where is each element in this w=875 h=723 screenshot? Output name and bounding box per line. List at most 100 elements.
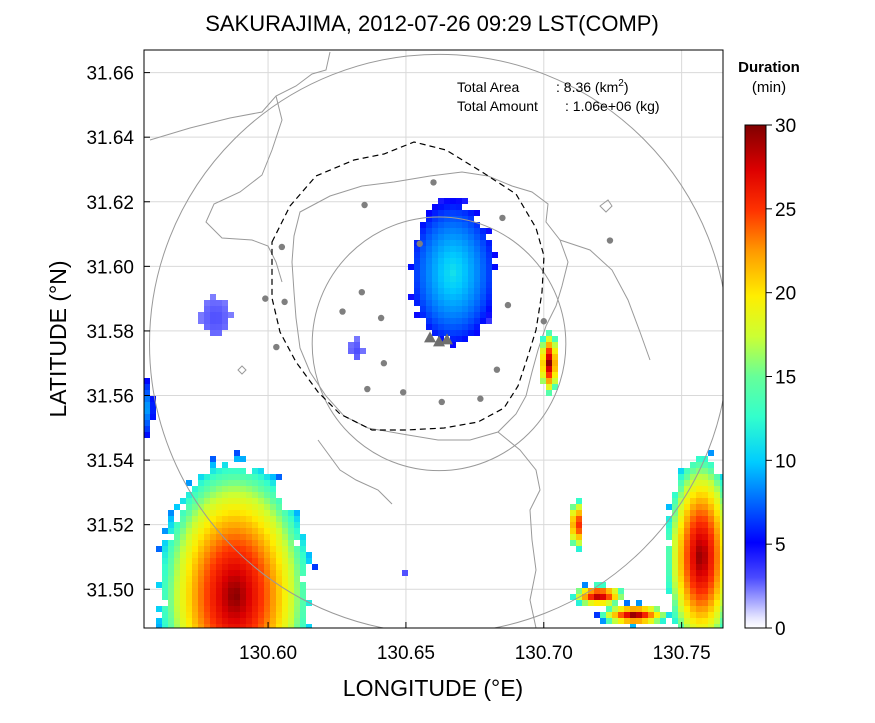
echo-pixel bbox=[282, 558, 288, 564]
echo-pixel bbox=[222, 534, 228, 540]
echo-pixel bbox=[240, 474, 246, 480]
echo-pixel bbox=[252, 468, 258, 474]
echo-pixel bbox=[456, 240, 462, 246]
echo-pixel bbox=[726, 492, 732, 498]
echo-pixel bbox=[432, 282, 438, 288]
echo-pixel bbox=[216, 702, 222, 708]
echo-pixel bbox=[282, 600, 288, 606]
echo-pixel bbox=[270, 498, 276, 504]
echo-pixel bbox=[264, 480, 270, 486]
echo-pixel bbox=[678, 540, 684, 546]
echo-pixel bbox=[252, 702, 258, 708]
echo-pixel bbox=[252, 522, 258, 528]
echo-pixel bbox=[300, 588, 306, 594]
echo-pixel bbox=[210, 552, 216, 558]
echo-pixel bbox=[288, 534, 294, 540]
echo-pixel bbox=[480, 252, 486, 258]
echo-pixel bbox=[234, 708, 240, 714]
echo-pixel bbox=[162, 624, 168, 628]
echo-pixel bbox=[678, 498, 684, 504]
echo-pixel bbox=[708, 606, 714, 612]
echo-pixel bbox=[276, 714, 282, 720]
echo-pixel bbox=[204, 558, 210, 564]
echo-pixel bbox=[162, 612, 168, 618]
echo-pixel bbox=[258, 636, 264, 642]
echo-pixel bbox=[678, 528, 684, 534]
echo-pixel bbox=[246, 564, 252, 570]
echo-pixel bbox=[246, 666, 252, 672]
echo-pixel bbox=[198, 546, 204, 552]
echo-pixel bbox=[684, 474, 690, 480]
echo-pixel bbox=[450, 240, 456, 246]
echo-pixel bbox=[228, 660, 234, 666]
echo-pixel bbox=[474, 246, 480, 252]
echo-pixel bbox=[672, 564, 678, 570]
echo-pixel bbox=[684, 492, 690, 498]
echo-pixel bbox=[648, 618, 654, 624]
echo-pixel bbox=[264, 624, 270, 628]
echo-pixel bbox=[294, 588, 300, 594]
echo-pixel bbox=[726, 516, 732, 522]
echo-pixel bbox=[552, 378, 558, 384]
total-area-unit-sup: 2 bbox=[618, 78, 624, 89]
echo-pixel bbox=[258, 678, 264, 684]
echo-pixel bbox=[258, 624, 264, 628]
echo-pixel bbox=[228, 594, 234, 600]
echo-pixel bbox=[270, 636, 276, 642]
echo-pixel bbox=[162, 654, 168, 660]
echo-pixel bbox=[300, 612, 306, 618]
echo-pixel bbox=[576, 504, 582, 510]
echo-pixel bbox=[240, 684, 246, 690]
echo-pixel bbox=[294, 666, 300, 672]
echo-pixel bbox=[168, 522, 174, 528]
echo-pixel bbox=[282, 678, 288, 684]
echo-pixel bbox=[180, 660, 186, 666]
echo-pixel bbox=[198, 588, 204, 594]
echo-pixel bbox=[216, 648, 222, 654]
echo-pixel bbox=[198, 576, 204, 582]
echo-pixel bbox=[198, 516, 204, 522]
echo-pixel bbox=[288, 564, 294, 570]
echo-pixel bbox=[174, 540, 180, 546]
echo-pixel bbox=[438, 222, 444, 228]
echo-pixel bbox=[690, 588, 696, 594]
echo-pixel bbox=[246, 696, 252, 702]
echo-pixel bbox=[258, 468, 264, 474]
echo-pixel bbox=[714, 600, 720, 606]
echo-pixel bbox=[216, 504, 222, 510]
echo-pixel bbox=[198, 606, 204, 612]
echo-pixel bbox=[438, 306, 444, 312]
echo-pixel bbox=[540, 354, 546, 360]
echo-pixel bbox=[624, 618, 630, 624]
echo-pixel bbox=[450, 228, 456, 234]
echo-pixel bbox=[414, 282, 420, 288]
echo-pixel bbox=[234, 702, 240, 708]
echo-pixel bbox=[204, 708, 210, 714]
echo-pixel bbox=[432, 294, 438, 300]
echo-cell-4 bbox=[594, 600, 672, 628]
echo-pixel bbox=[204, 474, 210, 480]
echo-pixel bbox=[690, 624, 696, 628]
echo-pixel bbox=[696, 576, 702, 582]
echo-pixel bbox=[294, 534, 300, 540]
echo-pixel bbox=[300, 546, 306, 552]
echo-pixel bbox=[168, 552, 174, 558]
echo-pixel bbox=[450, 276, 456, 282]
echo-pixel bbox=[276, 606, 282, 612]
echo-pixel bbox=[456, 270, 462, 276]
colorbar-tick-label-4: 20 bbox=[775, 284, 796, 305]
echo-pixel bbox=[708, 546, 714, 552]
echo-pixel bbox=[486, 318, 492, 324]
echo-pixel bbox=[714, 522, 720, 528]
echo-pixel bbox=[234, 534, 240, 540]
echo-pixel bbox=[186, 582, 192, 588]
echo-pixel bbox=[204, 324, 210, 330]
echo-pixel bbox=[576, 522, 582, 528]
echo-pixel bbox=[276, 636, 282, 642]
echo-pixel bbox=[240, 528, 246, 534]
echo-pixel bbox=[456, 294, 462, 300]
echo-pixel bbox=[726, 522, 732, 528]
echo-pixel bbox=[228, 684, 234, 690]
echo-pixel bbox=[204, 504, 210, 510]
echo-pixel bbox=[576, 540, 582, 546]
